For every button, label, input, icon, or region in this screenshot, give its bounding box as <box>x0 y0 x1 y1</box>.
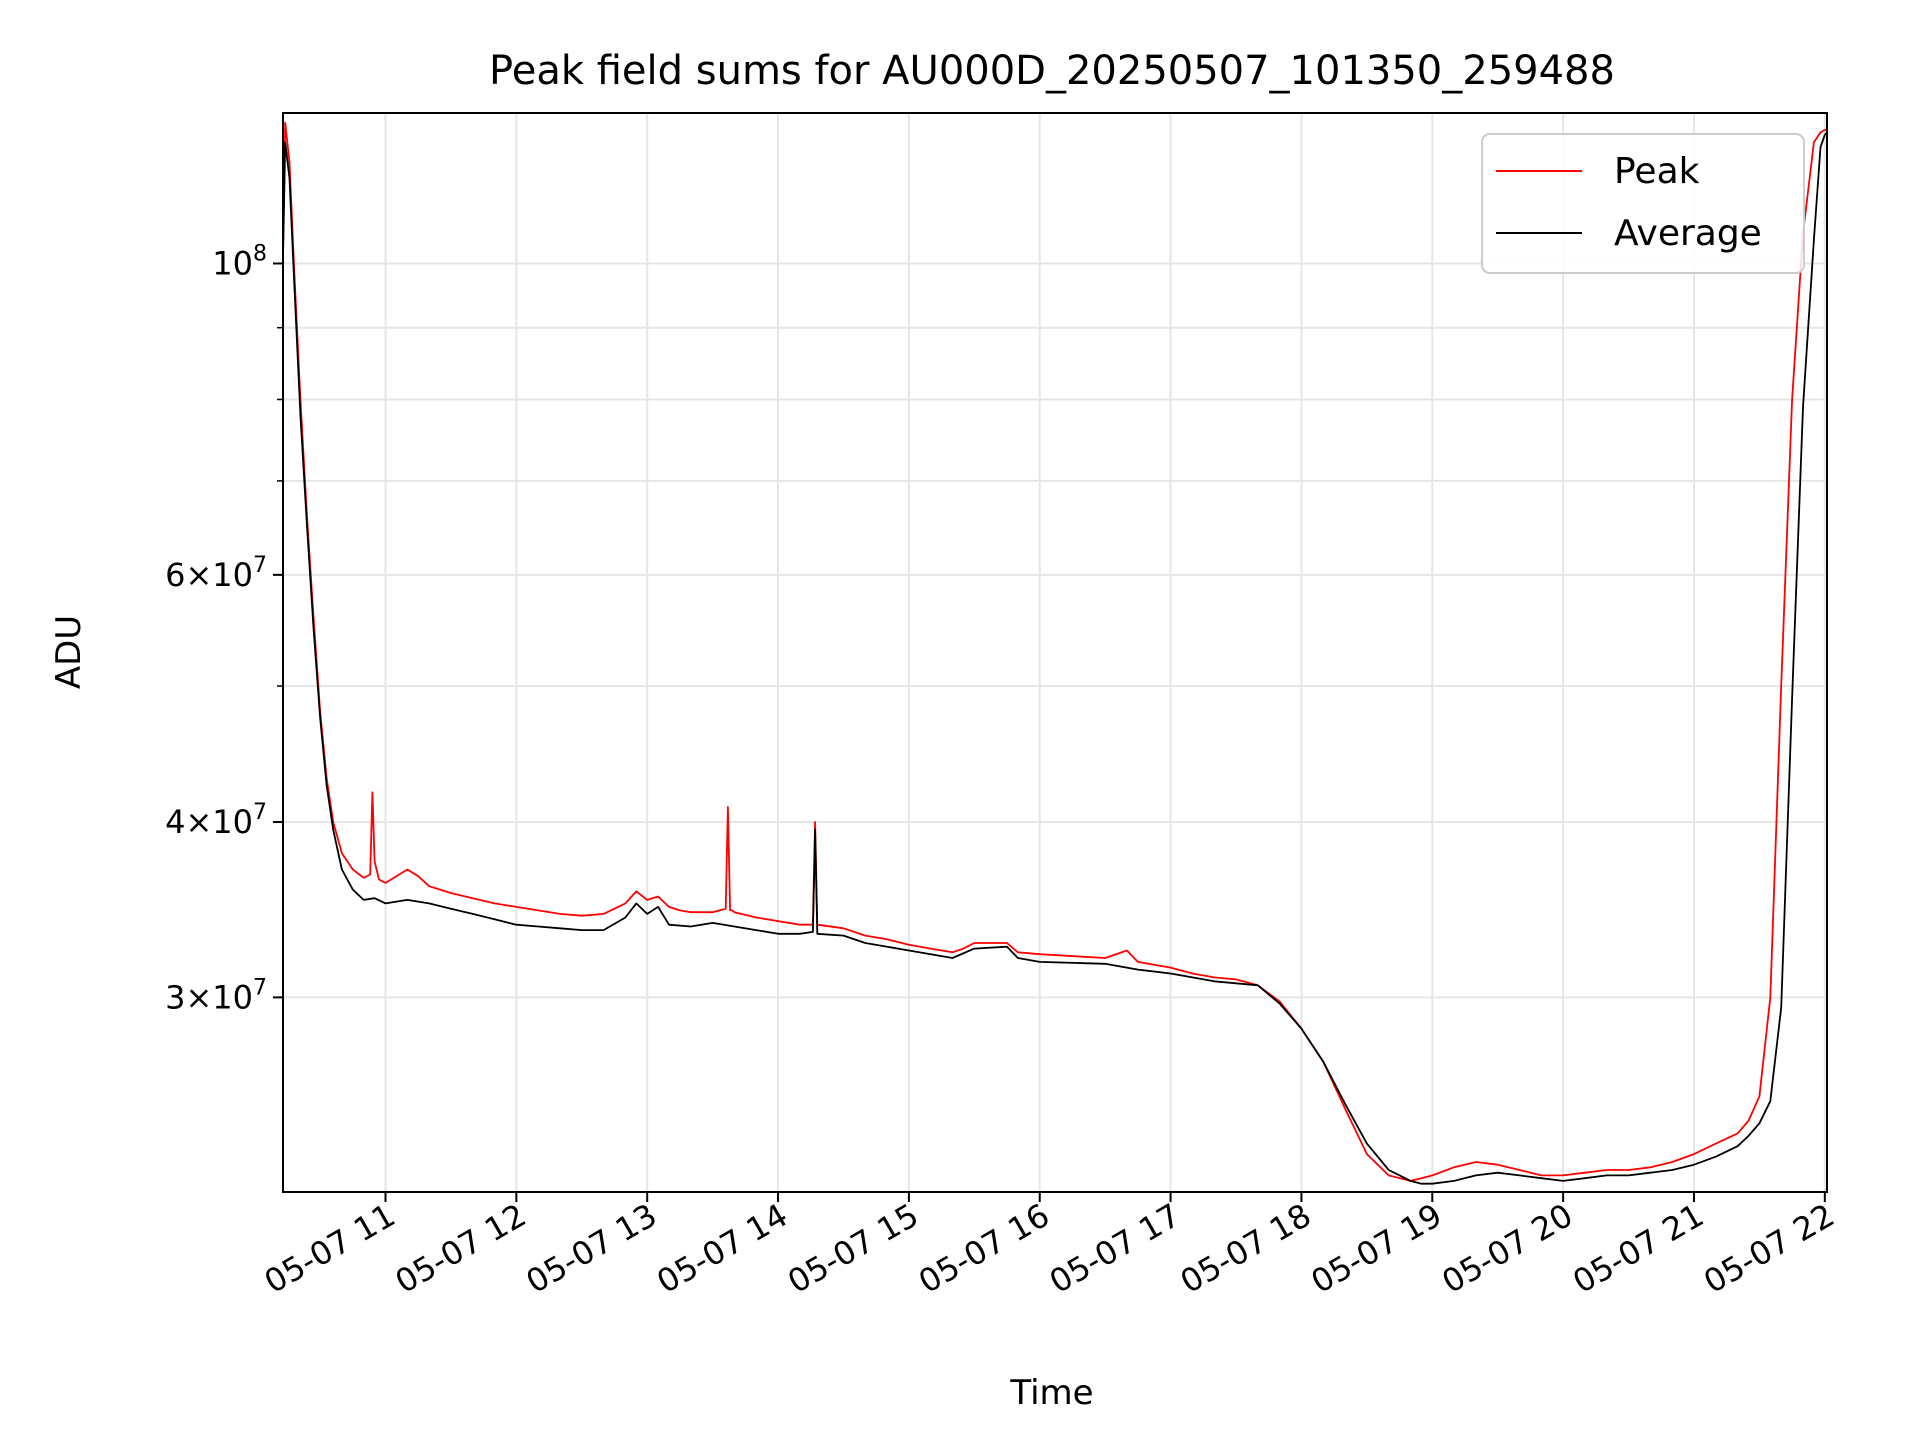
y-tick-label: 108 <box>212 241 267 282</box>
legend-box <box>1481 133 1805 274</box>
y-tick-label: 6×107 <box>165 553 267 594</box>
x-axis-label: Time <box>1009 1373 1093 1413</box>
series-layer <box>283 121 1827 1185</box>
grid <box>283 113 1827 1192</box>
y-tick-label: 4×107 <box>165 800 267 841</box>
y-tick-label: 3×107 <box>165 975 267 1016</box>
series-line-peak <box>283 121 1827 1182</box>
legend-peak-label: Peak <box>1614 151 1700 192</box>
chart-title: Peak field sums for AU000D_20250507_1013… <box>489 48 1615 94</box>
y-axis-label: ADU <box>49 615 89 689</box>
series-line-average <box>283 131 1827 1185</box>
legend: Peak Average <box>1481 133 1805 274</box>
plot-frame <box>282 112 1828 1193</box>
legend-average-label: Average <box>1614 213 1762 254</box>
